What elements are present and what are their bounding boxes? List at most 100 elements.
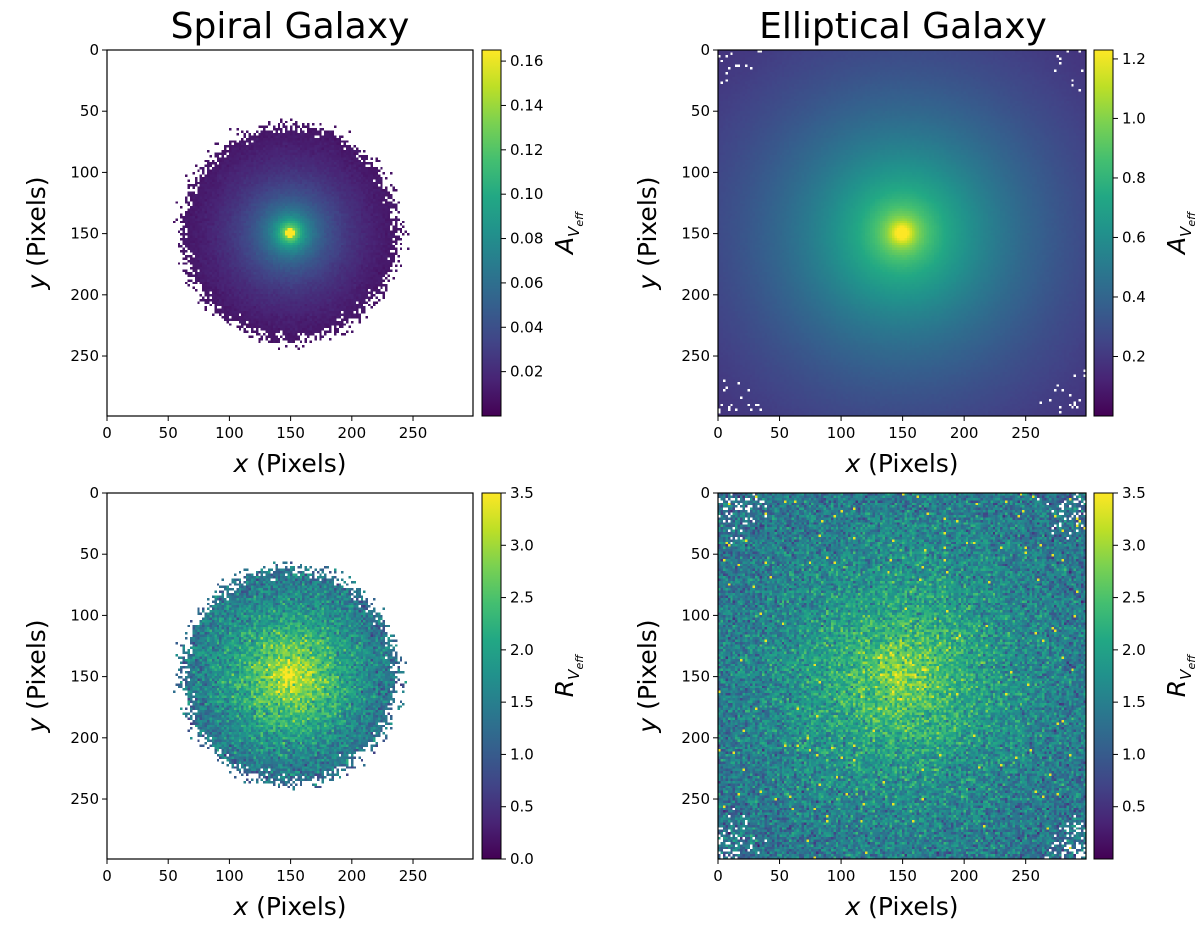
- colorbar-tick-label: 1.0: [510, 745, 534, 763]
- colorbar-tick-label: 0.16: [510, 52, 543, 70]
- colorbar-tick-label: 0.12: [510, 141, 543, 159]
- y-tick-label: 150: [681, 225, 710, 243]
- plot-frame: [106, 492, 474, 860]
- x-tick-label: 0: [102, 424, 112, 442]
- colorbar-tick-label: 3.0: [510, 536, 534, 554]
- column-title-elliptical: Elliptical Galaxy: [759, 6, 1047, 47]
- colorbar-label: RVeff: [550, 654, 586, 697]
- y-tick-label: 200: [70, 286, 99, 304]
- colorbar-label-subsub: eff: [1185, 211, 1198, 227]
- x-tick-label: 100: [827, 867, 856, 885]
- colorbar-tick-label: 0.8: [1122, 169, 1146, 187]
- x-tick-label: 50: [770, 424, 789, 442]
- x-tick-label: 150: [888, 867, 917, 885]
- colorbar-tick-label: 1.2: [1122, 50, 1146, 68]
- heatmap-image: [718, 50, 1086, 416]
- heatmap-image: [107, 50, 473, 416]
- y-tick-label: 0: [89, 484, 99, 502]
- x-tick-label: 100: [215, 867, 244, 885]
- colorbar: [1093, 49, 1114, 417]
- y-tick-label: 100: [681, 606, 710, 624]
- y-tick-label: 150: [70, 668, 99, 686]
- y-tick-label: 200: [70, 729, 99, 747]
- y-tick-label: 150: [70, 225, 99, 243]
- x-tick-label: 250: [1011, 867, 1040, 885]
- heatmap-image: [107, 493, 473, 859]
- x-tick-label: 150: [888, 424, 917, 442]
- x-tick-label: 150: [276, 867, 305, 885]
- x-tick-label: 250: [399, 424, 428, 442]
- x-tick-label: 200: [337, 424, 366, 442]
- colorbar-tick-label: 0.6: [1122, 228, 1146, 246]
- y-axis-unit: (Pixels): [633, 176, 662, 274]
- panels: 0 50 100 150 200 250 0 50 100 150 200 250 x (Pixels)…: [22, 41, 1198, 921]
- x-axis-unit: (Pixels): [248, 892, 346, 921]
- y-tick-label: 0: [700, 484, 710, 502]
- x-tick-label: 100: [827, 424, 856, 442]
- panel-3: 0 50 100 150 200 250 0 50 100 150 200 250 x (Pixels)…: [22, 484, 586, 921]
- colorbar-tick-label: 1.0: [1122, 745, 1146, 763]
- x-tick-label: 50: [770, 867, 789, 885]
- colorbar-tick-label: 0.06: [510, 274, 543, 292]
- y-axis-label: y (Pixels): [633, 619, 662, 733]
- x-tick-label: 100: [215, 424, 244, 442]
- colorbar-tick-label: 2.0: [1122, 641, 1146, 659]
- y-axis-label: y (Pixels): [22, 176, 51, 290]
- column-title-spiral: Spiral Galaxy: [171, 6, 410, 47]
- colorbar-label-symbol: R: [550, 680, 579, 697]
- y-axis-unit: (Pixels): [22, 176, 51, 274]
- x-tick-label: 200: [950, 867, 979, 885]
- plot-frame: [717, 49, 1087, 417]
- x-tick-label: 200: [950, 424, 979, 442]
- colorbar-label-subsub: eff: [1185, 654, 1198, 670]
- colorbar-tick-label: 0.14: [510, 96, 543, 114]
- colorbar-label-sub: V: [1177, 225, 1195, 237]
- x-axis-unit: (Pixels): [860, 449, 958, 478]
- x-tick-label: 50: [159, 867, 178, 885]
- y-tick-label: 250: [681, 790, 710, 808]
- colorbar-tick-label: 0.02: [510, 363, 543, 381]
- colorbar-tick-label: 0.4: [1122, 288, 1146, 306]
- colorbar-tick-label: 0.04: [510, 318, 543, 336]
- colorbar: [481, 492, 502, 860]
- y-tick-label: 50: [80, 545, 99, 563]
- colorbar-label-symbol: R: [1162, 680, 1191, 697]
- y-axis-var: y: [22, 274, 51, 291]
- x-tick-label: 250: [399, 867, 428, 885]
- y-tick-label: 50: [80, 102, 99, 120]
- x-tick-label: 250: [1011, 424, 1040, 442]
- colorbar-tick-label: 2.5: [1122, 589, 1146, 607]
- y-axis-unit: (Pixels): [22, 619, 51, 717]
- x-axis-label: x (Pixels): [232, 449, 346, 478]
- panel-2: 0 50 100 150 200 250 0 50 100 150 200 250 x (Pixels)…: [633, 41, 1198, 478]
- colorbar-label-symbol: A: [1162, 237, 1191, 256]
- y-tick-label: 250: [681, 347, 710, 365]
- colorbar-tick-label: 2.0: [510, 641, 534, 659]
- colorbar-label-sub: V: [1177, 668, 1195, 680]
- x-tick-label: 50: [159, 424, 178, 442]
- y-tick-label: 0: [700, 41, 710, 59]
- colorbar-label-sub: V: [565, 668, 583, 680]
- y-tick-label: 200: [681, 729, 710, 747]
- x-axis-unit: (Pixels): [248, 449, 346, 478]
- y-tick-label: 250: [70, 790, 99, 808]
- x-axis-var: x: [844, 892, 860, 921]
- y-tick-label: 150: [681, 668, 710, 686]
- y-tick-label: 100: [70, 163, 99, 181]
- x-axis-label: x (Pixels): [844, 449, 958, 478]
- x-axis-label: x (Pixels): [232, 892, 346, 921]
- y-tick-label: 50: [691, 545, 710, 563]
- panel-1: 0 50 100 150 200 250 0 50 100 150 200 250 x (Pixels)…: [22, 41, 586, 478]
- x-axis-var: x: [232, 892, 248, 921]
- colorbar-tick-label: 3.5: [510, 484, 534, 502]
- colorbar-label: AVeff: [550, 211, 586, 256]
- x-tick-label: 0: [713, 424, 723, 442]
- colorbar-label: RVeff: [1162, 654, 1198, 697]
- colorbar-tick-label: 0.5: [1122, 798, 1146, 816]
- x-axis-var: x: [844, 449, 860, 478]
- colorbar-label: AVeff: [1162, 211, 1198, 256]
- colorbar-tick-label: 0.0: [510, 850, 534, 868]
- colorbar-label-symbol: A: [550, 237, 579, 256]
- y-tick-label: 0: [89, 41, 99, 59]
